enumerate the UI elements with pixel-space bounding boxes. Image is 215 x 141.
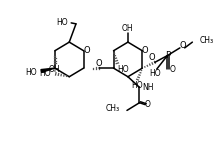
Text: HO: HO <box>117 65 129 74</box>
Text: OH: OH <box>122 24 134 33</box>
Text: CH₃: CH₃ <box>105 104 119 113</box>
Polygon shape <box>41 68 55 72</box>
Text: HO: HO <box>149 69 161 78</box>
Text: O: O <box>83 46 90 55</box>
Text: O: O <box>142 46 149 55</box>
Text: HO: HO <box>39 69 51 78</box>
Text: O: O <box>180 40 186 49</box>
Text: HO: HO <box>132 81 143 90</box>
Text: P: P <box>165 51 170 60</box>
Text: O: O <box>96 59 102 68</box>
Text: HO: HO <box>57 18 68 27</box>
Text: O: O <box>144 100 150 109</box>
Text: NH: NH <box>142 83 154 92</box>
Text: O: O <box>149 53 155 62</box>
Text: CH₃: CH₃ <box>200 36 214 45</box>
Text: O: O <box>169 65 175 74</box>
Text: OH: OH <box>49 65 61 74</box>
Text: HO: HO <box>25 68 37 77</box>
